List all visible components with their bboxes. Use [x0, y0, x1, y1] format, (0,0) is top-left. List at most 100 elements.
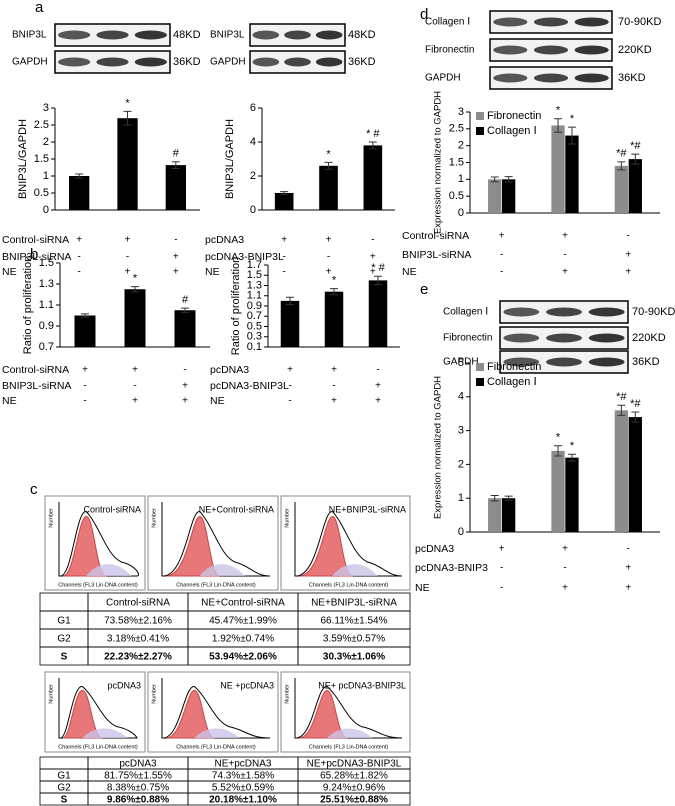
- blot-band: [493, 73, 528, 83]
- error-bar: [617, 404, 626, 416]
- bar: [324, 291, 344, 347]
- error-bar: [631, 411, 640, 423]
- table-text: 81.75%±1.55%: [104, 771, 172, 782]
- error-bar: [324, 161, 333, 170]
- significance: *: [332, 274, 337, 286]
- y-tick-label: 0.9: [39, 320, 54, 332]
- y-tick-label: 3: [458, 425, 464, 437]
- bar: [565, 135, 579, 213]
- condition-label: pcDNA3: [415, 543, 454, 555]
- blot-label: Collagen Ⅰ: [443, 307, 488, 318]
- y-tick-label: 1.3: [39, 278, 54, 290]
- blot-band: [96, 30, 129, 40]
- blot-band: [546, 357, 582, 367]
- error-bar: [280, 191, 289, 195]
- table-text: 20.18%±1.10%: [209, 795, 277, 806]
- error-bar: [504, 495, 513, 501]
- condition-mark: +: [370, 267, 376, 278]
- condition-label: BNIP3L-siRNA: [2, 251, 71, 263]
- error-bar: [171, 161, 180, 170]
- condition-mark: +: [562, 231, 568, 242]
- significance: *: [125, 97, 130, 109]
- significance: #: [182, 294, 189, 306]
- blot-size: 220KD: [632, 332, 666, 344]
- condition-mark: +: [562, 267, 568, 278]
- flow-s: [199, 564, 245, 576]
- flow-s: [332, 564, 378, 576]
- blot-label: Fibronectin: [425, 45, 474, 56]
- blot-band: [574, 45, 609, 55]
- blot-label: GAPDH: [210, 57, 246, 68]
- condition-mark: +: [562, 544, 568, 555]
- condition-mark: +: [287, 365, 293, 376]
- bar: [488, 498, 502, 532]
- y-tick-label: 1: [43, 170, 49, 182]
- bar: [363, 145, 383, 210]
- error-bar: [554, 118, 563, 133]
- y-tick-label: 1.5: [34, 153, 49, 165]
- table-text: 9.86%±0.88%: [107, 795, 169, 806]
- condition-label: NE: [415, 582, 430, 594]
- condition-mark: -: [627, 544, 630, 555]
- flow-y-label: Number: [284, 508, 290, 528]
- table-text: NE+BNIP3L-siRNA: [311, 598, 397, 609]
- bar: [501, 498, 516, 532]
- bar: [69, 176, 90, 210]
- condition-label: BNIP3L-siRNA: [2, 380, 71, 392]
- blot-band: [574, 73, 609, 83]
- blot-size: 36KD: [348, 56, 376, 68]
- condition-mark: -: [83, 381, 86, 392]
- condition-mark: -: [563, 563, 566, 574]
- blot-band: [284, 30, 311, 40]
- condition-mark: -: [627, 231, 630, 242]
- legend-label: Collagen Ⅰ: [487, 125, 537, 137]
- significance: *: [556, 432, 561, 444]
- panel-label: a: [35, 0, 44, 16]
- y-tick-label: 0: [43, 204, 49, 216]
- error-bar: [330, 288, 338, 296]
- bar: [274, 193, 294, 210]
- bar: [117, 118, 138, 210]
- y-tick-label: 2: [458, 140, 464, 152]
- y-tick-label: 1: [458, 173, 464, 185]
- condition-mark: -: [133, 381, 136, 392]
- flow-outline: [163, 685, 271, 739]
- flow-s: [327, 728, 373, 738]
- y-tick-label: 1.1: [39, 299, 54, 311]
- significance: *: [556, 105, 561, 117]
- y-tick-label: 0.3: [247, 331, 262, 343]
- blot-band: [588, 333, 625, 343]
- y-tick-label: 0.5: [247, 320, 262, 332]
- table-text: 3.18%±0.41%: [107, 634, 169, 645]
- blot-band: [252, 57, 280, 67]
- table-text: S: [61, 652, 68, 663]
- flow-x-label: Channels (FL3 Lin-DNA content): [58, 744, 138, 750]
- condition-mark: +: [625, 563, 631, 574]
- condition-mark: -: [282, 252, 285, 263]
- table-cell: [297, 646, 411, 666]
- blot-band: [315, 57, 343, 67]
- condition-label: NE: [2, 266, 17, 278]
- y-tick-label: 4: [458, 391, 464, 403]
- blot-band: [546, 307, 582, 317]
- error-bar: [617, 161, 626, 171]
- condition-mark: +: [331, 396, 337, 407]
- table-text: 65.28%±1.82%: [320, 771, 388, 782]
- y-tick-label: 0.5: [449, 190, 464, 202]
- flow-sample-label: pcDNA3: [107, 680, 141, 690]
- bar: [74, 315, 96, 347]
- blot-label: Fibronectin: [443, 333, 492, 344]
- condition-mark: -: [500, 250, 503, 261]
- blot-band: [493, 45, 528, 55]
- table-text: 73.58%±2.16%: [104, 616, 172, 627]
- condition-label: Control-siRNA: [2, 234, 69, 246]
- y-tick-label: 0: [250, 204, 256, 216]
- blot-band: [58, 57, 91, 67]
- y-axis-label: BNIP3L/GAPDH: [224, 119, 236, 199]
- condition-label: pcDNA3: [210, 364, 249, 376]
- blot-band: [134, 30, 167, 40]
- flow-x-label: Channels (FL3 Lin-DNA content): [309, 744, 389, 750]
- condition-label: Control-siRNA: [2, 364, 69, 376]
- condition-mark: +: [125, 267, 131, 278]
- blot-band: [493, 17, 528, 27]
